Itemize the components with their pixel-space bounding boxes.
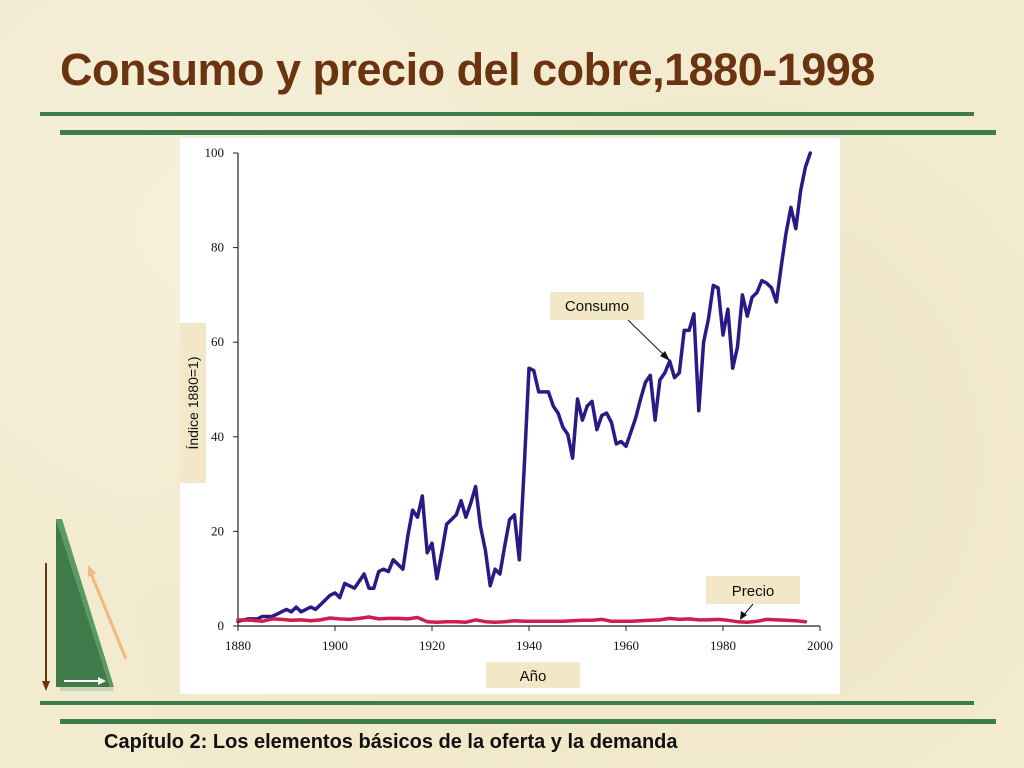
y-tick-label: 40: [211, 429, 224, 444]
chart-series: [236, 151, 813, 624]
footer-rule-lower: [60, 719, 996, 724]
consumo-pointer: [627, 319, 668, 359]
y-tick-label: 20: [211, 523, 224, 538]
x-tick-label: 1940: [516, 638, 542, 653]
precio-label: Precio: [732, 583, 775, 600]
y-ticks: 0 20 40 60 80 100: [205, 145, 238, 633]
consumo-line: [236, 151, 813, 624]
precio-line: [236, 615, 808, 624]
y-tick-label: 80: [211, 240, 224, 255]
slide-title: Consumo y precio del cobre,1880-1998: [60, 44, 875, 95]
x-tick-label: 1980: [710, 638, 736, 653]
line-chart: 1880 1900 1920 1940 1960 1980 2000 0 20 40 60 80 10…: [180, 145, 833, 688]
x-axis-label: Año: [520, 668, 547, 685]
footer-rule-upper: [40, 701, 974, 705]
footer-chapter: Capítulo 2: Los elementos básicos de la …: [104, 731, 678, 753]
x-tick-label: 2000: [807, 638, 833, 653]
x-tick-label: 1900: [322, 638, 348, 653]
precio-pointer-head: [740, 611, 747, 620]
precio-label-box: [706, 576, 800, 604]
chart-labels: Índice 1880=1) Año Consumo Precio: [180, 292, 800, 688]
title-rule-lower: [60, 130, 996, 135]
x-tick-label: 1960: [613, 638, 639, 653]
y-axis-label: Índice 1880=1): [185, 356, 201, 449]
y-tick-label: 0: [218, 618, 225, 633]
consumo-label: Consumo: [565, 298, 629, 315]
consumo-pointer-head: [660, 351, 670, 361]
consumo-label-box: [550, 292, 644, 320]
x-ticks: 1880 1900 1920 1940 1960 1980 2000: [225, 626, 833, 653]
chart-panel: 1880 1900 1920 1940 1960 1980 2000 0 20 40 60 80 10…: [180, 138, 840, 694]
x-tick-label: 1880: [225, 638, 251, 653]
ylabel-box: [180, 323, 206, 483]
xlabel-box: [486, 662, 580, 688]
y-tick-label: 60: [211, 334, 224, 349]
decorative-triangle-icon: [42, 519, 128, 691]
x-tick-label: 1920: [419, 638, 445, 653]
y-tick-label: 100: [205, 145, 225, 160]
title-rule-upper: [40, 112, 974, 116]
